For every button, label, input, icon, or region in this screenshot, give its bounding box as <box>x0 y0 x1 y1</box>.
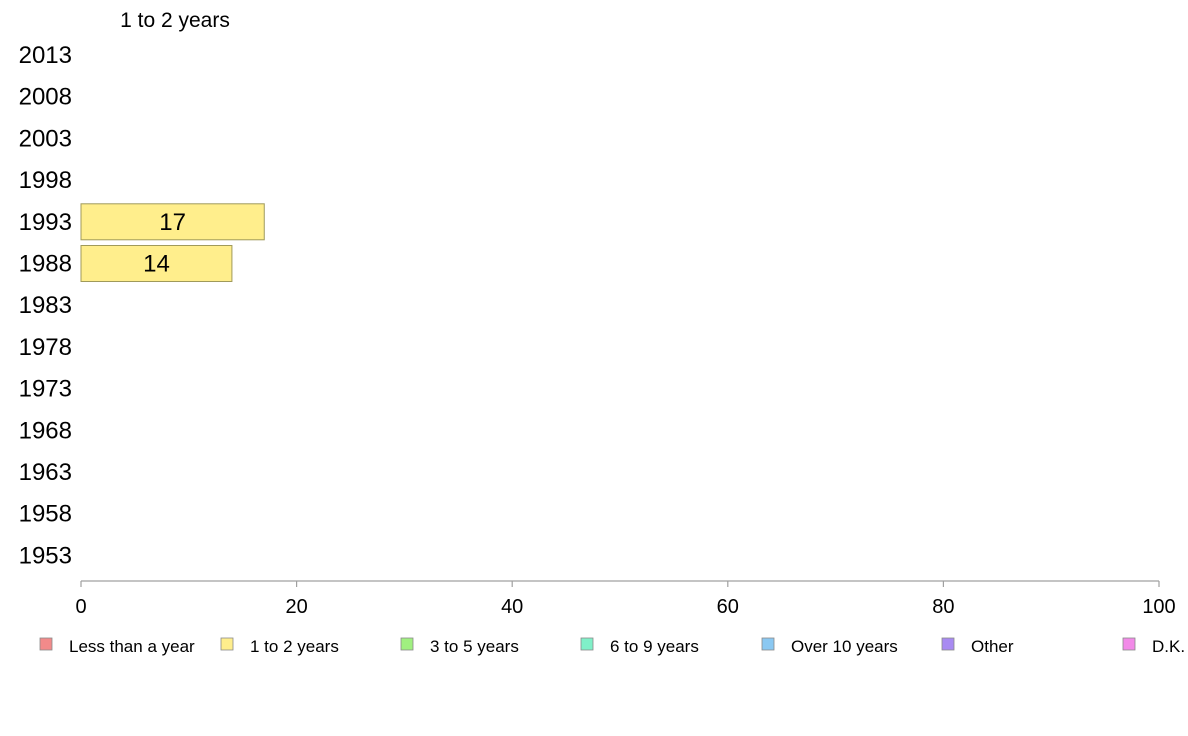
legend-label-2: 3 to 5 years <box>430 637 519 656</box>
y-tick-label-1993: 1993 <box>19 209 72 236</box>
legend-swatch-1 <box>220 637 234 651</box>
y-tick-label-1973: 1973 <box>19 376 72 403</box>
x-tick-label-0: 0 <box>75 596 86 618</box>
y-tick-label-1998: 1998 <box>19 167 72 194</box>
y-tick-label-1953: 1953 <box>19 542 72 569</box>
chart-title: 1 to 2 years <box>120 9 230 32</box>
y-tick-label-1968: 1968 <box>19 417 72 444</box>
x-tick-label-100: 100 <box>1142 596 1175 618</box>
legend-swatch-2 <box>400 637 414 651</box>
x-tick-label-20: 20 <box>285 596 307 618</box>
legend-label-3: 6 to 9 years <box>610 637 699 656</box>
legend-swatch-6 <box>1122 637 1136 651</box>
legend-label-5: Other <box>971 637 1014 656</box>
legend-label-6: D.K. <box>1152 637 1185 656</box>
legend-swatch-0 <box>39 637 53 651</box>
x-tick-label-60: 60 <box>717 596 739 618</box>
legend-label-1: 1 to 2 years <box>250 637 339 656</box>
y-axis-labels: 2013 2008 2003 1998 1993 1988 1983 1978 1973 1968… <box>19 42 72 569</box>
y-tick-label-2013: 2013 <box>19 42 72 69</box>
x-tick-label-40: 40 <box>501 596 523 618</box>
legend-label-0: Less than a year <box>69 637 195 656</box>
y-tick-label-1978: 1978 <box>19 334 72 361</box>
y-tick-label-1988: 1988 <box>19 251 72 278</box>
legend-swatch-3 <box>580 637 594 651</box>
y-tick-label-1983: 1983 <box>19 292 72 319</box>
y-tick-label-1958: 1958 <box>19 501 72 528</box>
bar-1988 <box>80 245 233 282</box>
x-tick-label-80: 80 <box>932 596 954 618</box>
legend-swatch-4 <box>761 637 775 651</box>
y-tick-label-1963: 1963 <box>19 459 72 486</box>
y-tick-label-2008: 2008 <box>19 84 72 111</box>
y-tick-label-2003: 2003 <box>19 125 72 152</box>
legend: Less than a year 1 to 2 years 3 to 5 years… <box>39 637 1185 656</box>
bar-1993 <box>80 203 265 241</box>
legend-swatch-5 <box>941 637 955 651</box>
x-axis: 0 20 40 60 80 100 <box>75 580 1176 618</box>
data-label-1993: 17 <box>159 209 186 236</box>
data-label-1988: 14 <box>143 251 170 278</box>
legend-label-4: Over 10 years <box>791 637 898 656</box>
